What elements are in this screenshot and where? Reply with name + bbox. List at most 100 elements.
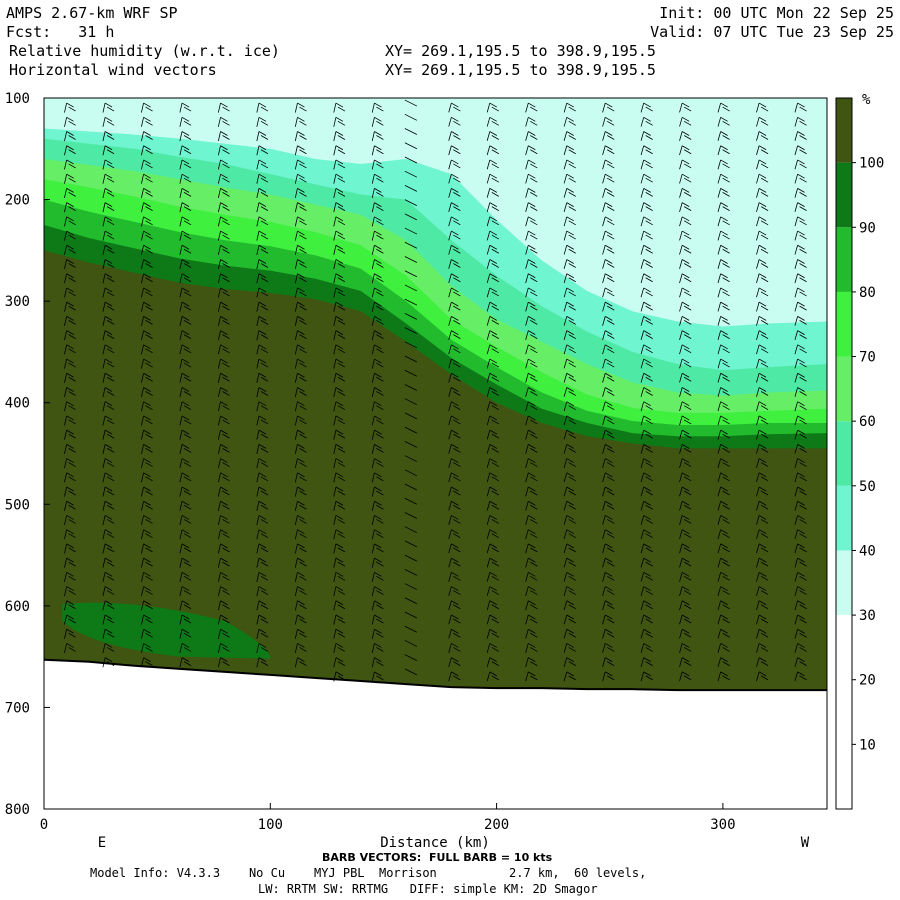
- wind-barb: [525, 344, 529, 355]
- wind-barb-flag: [758, 316, 767, 321]
- wind-barb: [756, 415, 760, 426]
- wind-barb: [794, 387, 798, 397]
- wind-barb-flag: [453, 661, 461, 667]
- wind-barb-flag: [645, 320, 653, 325]
- wind-barb-flag: [66, 628, 74, 634]
- wind-barb-flag: [566, 387, 574, 392]
- wind-barb-flag: [337, 135, 346, 140]
- wind-barb-flag: [453, 263, 461, 268]
- wind-barb-flag: [453, 206, 461, 211]
- wind-barb-flag: [799, 590, 807, 595]
- wind-barb-flag: [683, 590, 692, 595]
- wind-barb-flag: [720, 287, 728, 293]
- x-tick-label: 200: [484, 817, 509, 833]
- wind-barb-flag: [607, 135, 615, 140]
- wind-barb: [486, 586, 491, 596]
- wind-barb: [679, 245, 683, 255]
- wind-barb: [179, 287, 183, 298]
- wind-barb-flag: [104, 643, 113, 648]
- wind-barb-flag: [220, 273, 228, 279]
- wind-barb: [525, 259, 529, 269]
- wind-barb-flag: [681, 131, 690, 136]
- wind-barb: [756, 216, 760, 227]
- wind-barb-flag: [683, 547, 692, 553]
- wind-barb-flag: [451, 586, 459, 591]
- wind-barb-flag: [374, 401, 382, 407]
- wind-barb-flag: [337, 575, 346, 581]
- wind-barb-flag: [222, 248, 230, 254]
- wind-barb: [371, 117, 375, 127]
- wind-barb-flag: [489, 287, 498, 293]
- wind-barb-flag: [645, 391, 653, 396]
- wind-barb-flag: [605, 173, 613, 179]
- wind-barb: [404, 241, 418, 249]
- wind-barb-flag: [607, 234, 615, 240]
- wind-barb: [404, 526, 418, 534]
- wind-barb-flag: [104, 230, 113, 236]
- wind-barb: [404, 469, 418, 477]
- wind-barb: [256, 444, 260, 454]
- wind-barb: [756, 529, 760, 540]
- wind-barb: [756, 344, 760, 355]
- wind-barb-flag: [607, 376, 615, 382]
- wind-barb-flag: [758, 216, 767, 222]
- wind-barb: [602, 387, 606, 397]
- wind-barb-flag: [566, 131, 574, 136]
- wind-barb-flag: [181, 486, 190, 492]
- wind-barb: [294, 657, 298, 668]
- wind-barb-flag: [297, 586, 305, 591]
- wind-barb: [794, 373, 798, 383]
- wind-barb-flag: [335, 415, 344, 421]
- wind-barb-flag: [758, 230, 767, 236]
- wind-barb-flag: [568, 661, 576, 667]
- wind-barb: [794, 159, 798, 170]
- wind-barb: [102, 501, 106, 511]
- wind-barb-flag: [607, 220, 615, 226]
- wind-barb-flag: [104, 273, 113, 279]
- wind-barb: [602, 614, 606, 625]
- wind-barb: [294, 273, 298, 284]
- wind-barb-flag: [297, 116, 305, 122]
- wind-barb: [102, 245, 106, 255]
- wind-barb: [448, 430, 452, 440]
- wind-barb-flag: [453, 277, 461, 283]
- wind-barb-flag: [758, 173, 767, 179]
- wind-barb-flag: [181, 529, 190, 535]
- wind-barb-flag: [258, 643, 267, 648]
- wind-barb: [525, 230, 529, 241]
- wind-barb-flag: [183, 590, 192, 595]
- wind-barb: [679, 330, 683, 340]
- wind-barb-flag: [183, 462, 192, 467]
- wind-barb-flag: [491, 234, 500, 240]
- wind-barb: [102, 202, 106, 213]
- wind-barb: [179, 344, 183, 355]
- wind-barb: [404, 625, 418, 633]
- wind-barb: [679, 145, 683, 156]
- wind-barb-flag: [607, 490, 615, 496]
- wind-barb-flag: [451, 500, 459, 506]
- wind-barb-flag: [605, 131, 613, 136]
- wind-barb-flag: [528, 273, 536, 279]
- wind-barb: [256, 430, 260, 440]
- wind-barb-flag: [258, 586, 267, 591]
- wind-barb-flag: [299, 305, 307, 311]
- wind-barb: [679, 373, 683, 383]
- wind-barb-flag: [643, 657, 651, 663]
- wind-barb-flag: [145, 362, 153, 368]
- wind-barb: [486, 131, 491, 141]
- wind-barb-flag: [106, 575, 115, 581]
- wind-barb: [102, 558, 106, 568]
- wind-barb-flag: [106, 135, 115, 140]
- wind-barb: [217, 174, 221, 184]
- wind-barb-flag: [491, 604, 500, 610]
- wind-barb: [602, 543, 606, 554]
- wind-barb: [717, 174, 722, 184]
- wind-barb: [404, 398, 418, 406]
- wind-barb: [717, 102, 722, 113]
- wind-barb: [563, 174, 568, 184]
- wind-barb: [217, 102, 221, 113]
- wind-barb-flag: [104, 358, 113, 364]
- wind-barb-flag: [260, 106, 269, 112]
- wind-barb: [794, 558, 798, 568]
- wind-barb-flag: [722, 362, 730, 368]
